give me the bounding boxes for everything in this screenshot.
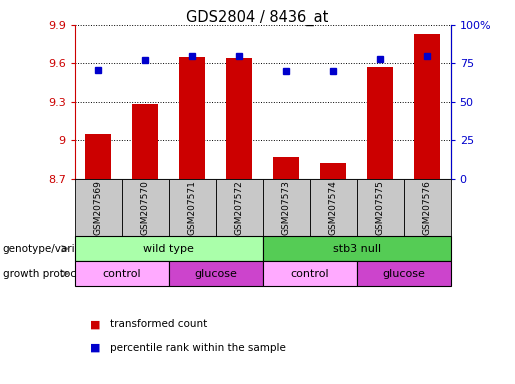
Text: GSM207570: GSM207570 — [141, 180, 150, 235]
Text: ■: ■ — [90, 319, 100, 329]
Bar — [226, 58, 252, 179]
Text: control: control — [290, 268, 329, 279]
Text: GSM207576: GSM207576 — [423, 180, 432, 235]
Bar — [320, 163, 346, 179]
Text: glucose: glucose — [382, 268, 425, 279]
Text: stb3 null: stb3 null — [333, 243, 381, 254]
Text: ■: ■ — [90, 343, 100, 353]
Text: wild type: wild type — [143, 243, 194, 254]
Text: glucose: glucose — [194, 268, 237, 279]
Text: GSM207571: GSM207571 — [187, 180, 197, 235]
Text: GSM207572: GSM207572 — [235, 180, 244, 235]
Text: GSM207569: GSM207569 — [94, 180, 102, 235]
Text: GDS2804 / 8436_at: GDS2804 / 8436_at — [186, 10, 329, 26]
Bar — [179, 57, 205, 179]
Text: genotype/variation: genotype/variation — [3, 243, 101, 254]
Bar — [132, 104, 158, 179]
Bar — [414, 34, 440, 179]
Text: GSM207573: GSM207573 — [282, 180, 290, 235]
Text: GSM207575: GSM207575 — [375, 180, 385, 235]
Text: transformed count: transformed count — [110, 319, 207, 329]
Bar — [273, 157, 299, 179]
Text: GSM207574: GSM207574 — [329, 180, 338, 235]
Text: percentile rank within the sample: percentile rank within the sample — [110, 343, 286, 353]
Text: control: control — [102, 268, 141, 279]
Text: growth protocol: growth protocol — [3, 268, 85, 279]
Bar — [367, 67, 393, 179]
Bar — [85, 134, 111, 179]
